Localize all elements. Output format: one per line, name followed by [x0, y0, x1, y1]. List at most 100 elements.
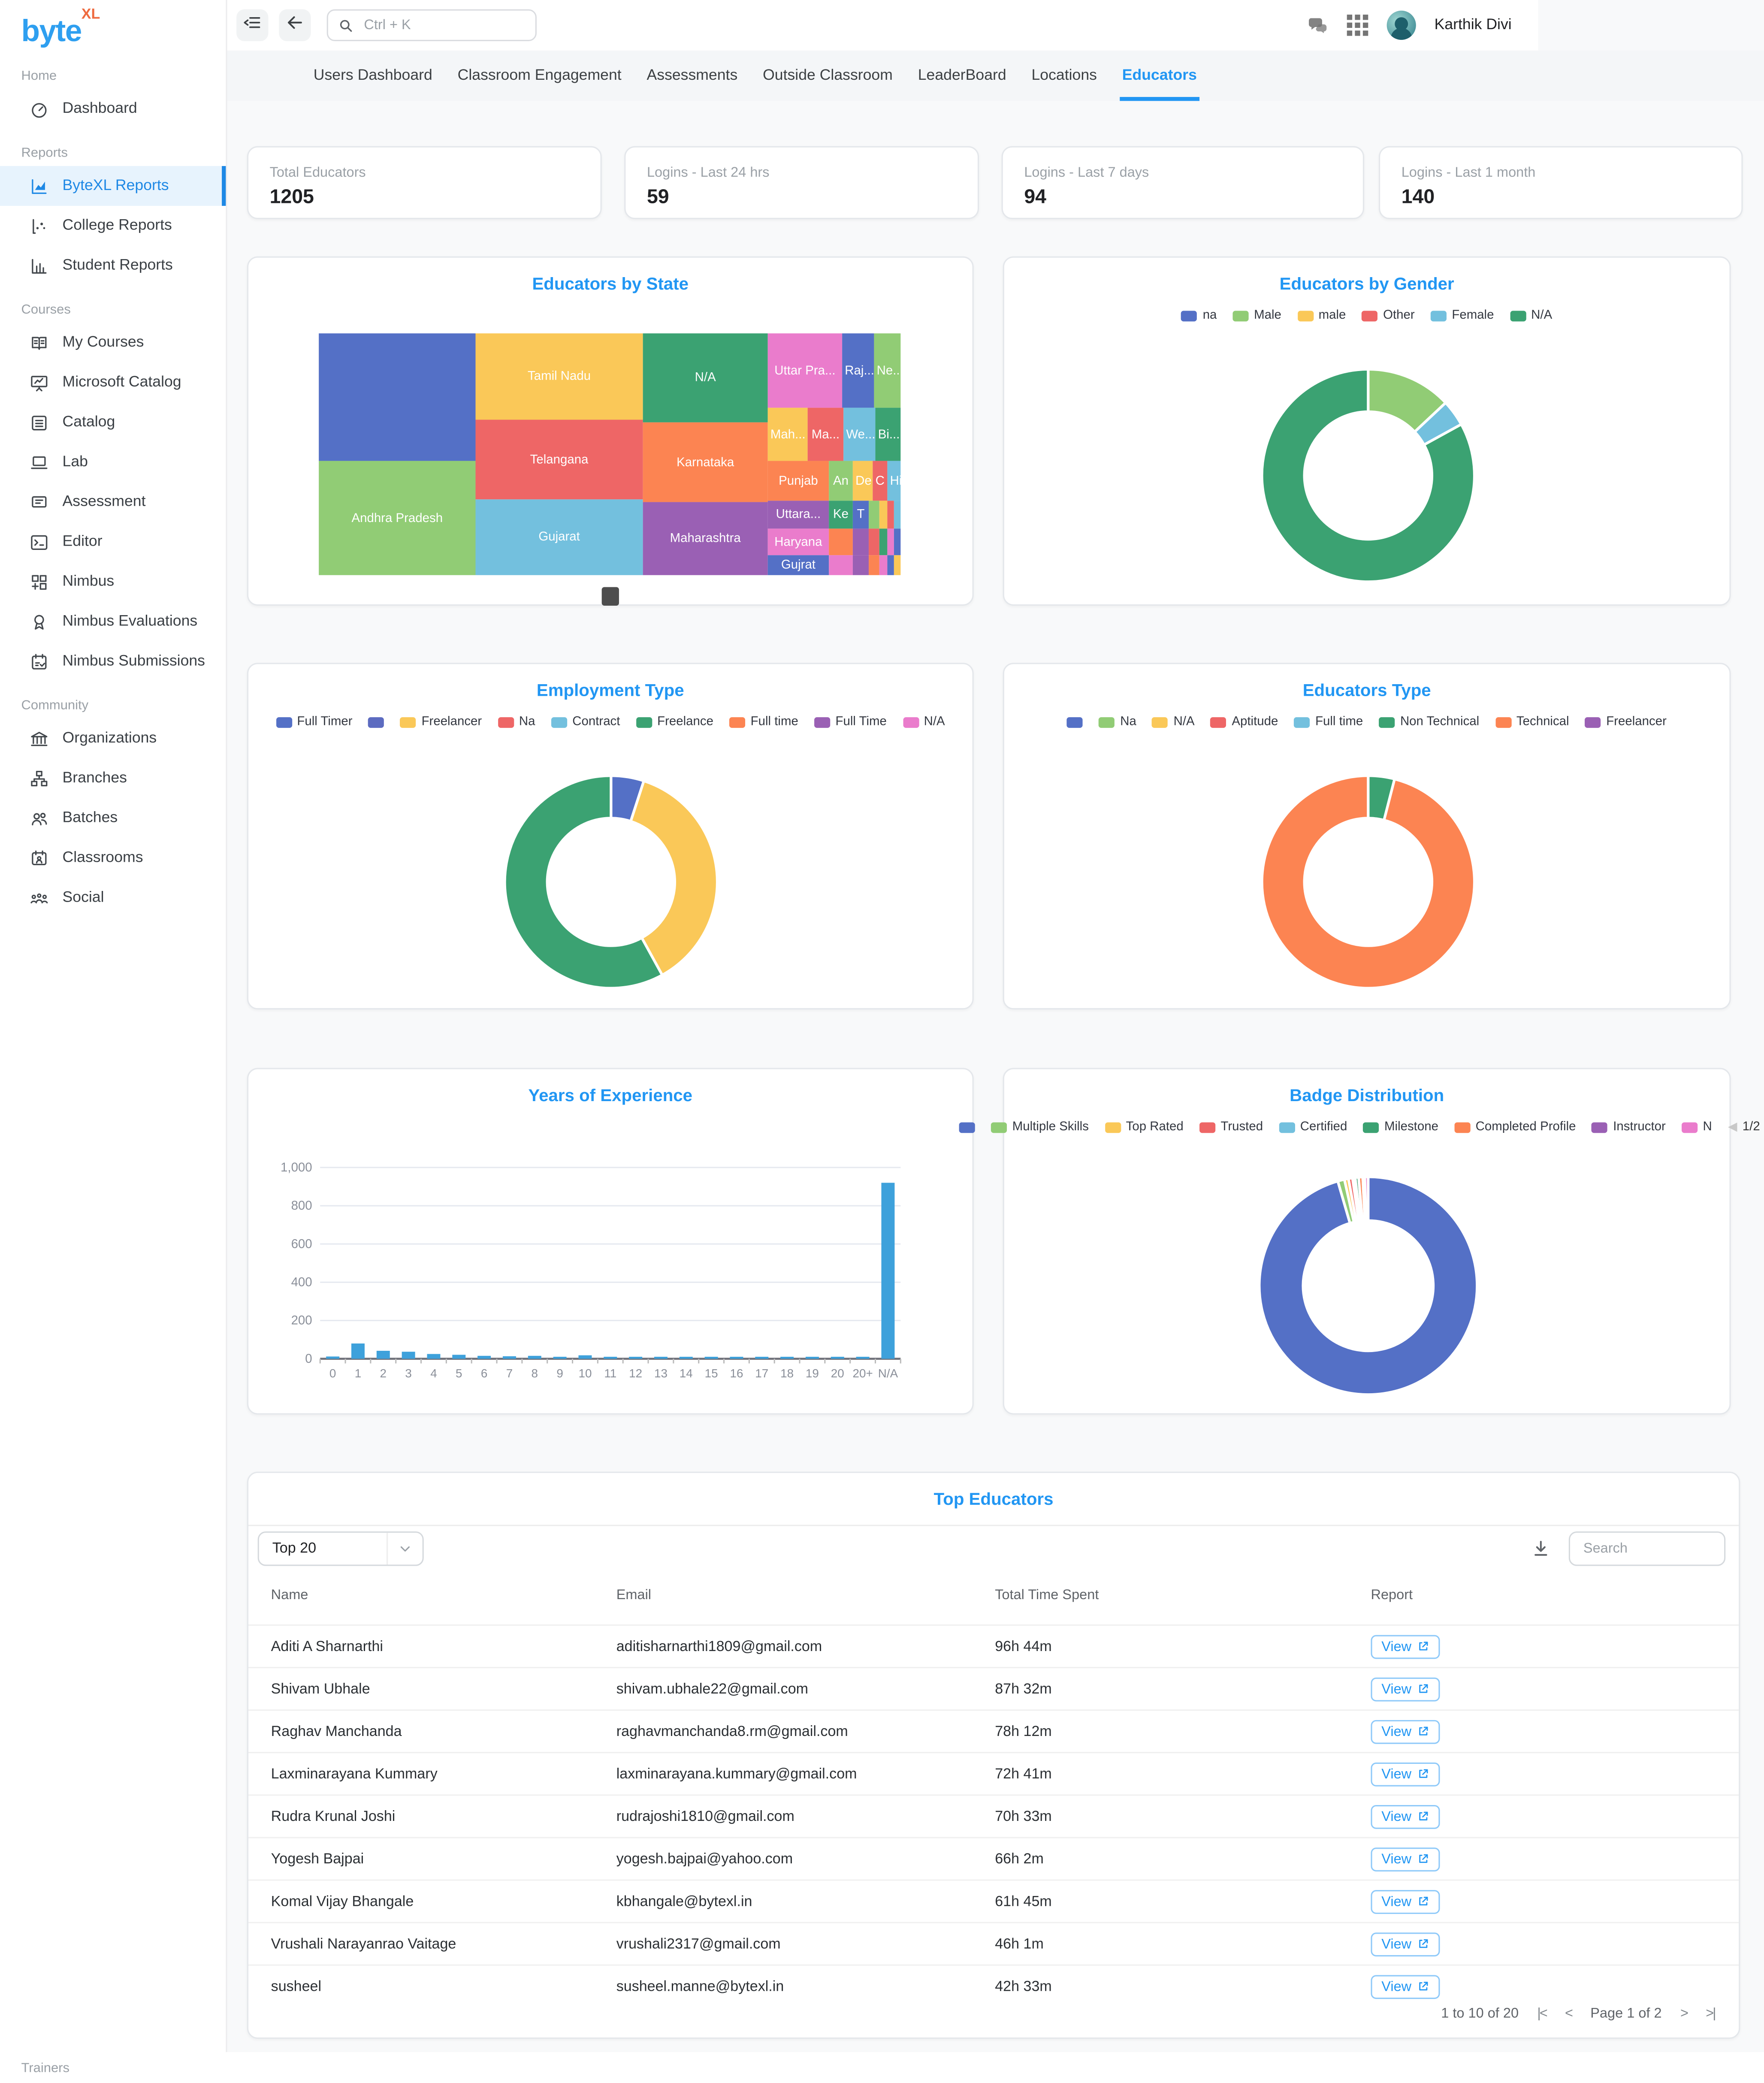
legend-item[interactable]: Technical	[1495, 715, 1569, 729]
sidebar-item-editor[interactable]: Editor	[0, 522, 226, 562]
tab-classroom-engagement[interactable]: Classroom Engagement	[457, 67, 622, 84]
legend-item[interactable]: Full time	[1294, 715, 1363, 729]
treemap-tile-an[interactable]: An	[829, 461, 853, 501]
donut-badge-distribution[interactable]	[1235, 1153, 1501, 1419]
treemap-tile-mah-[interactable]: Mah...	[767, 408, 808, 461]
legend-item[interactable]: Contract	[551, 715, 620, 729]
legend-item[interactable]: Full Timer	[275, 715, 353, 729]
legend-item[interactable]: N/A	[1152, 715, 1195, 729]
legend-item[interactable]: Top Rated	[1105, 1120, 1184, 1134]
treemap-tile-bi-[interactable]: Bi...	[875, 408, 901, 461]
view-report-button[interactable]: View	[1371, 1677, 1440, 1701]
legend-item[interactable]: Female	[1430, 308, 1494, 323]
treemap-tile-andhra-pradesh[interactable]: Andhra Pradesh	[319, 461, 476, 575]
treemap-tile[interactable]	[879, 528, 888, 555]
sidebar-item-nimbus-submissions[interactable]: Nimbus Submissions	[0, 642, 226, 682]
treemap-tile-hi[interactable]: Hi	[887, 461, 901, 501]
next-page-button[interactable]: >	[1680, 2005, 1688, 2022]
global-search-input[interactable]	[361, 16, 525, 35]
treemap-scroll-handle[interactable]	[601, 587, 619, 606]
treemap-tile-t[interactable]: T	[852, 501, 869, 529]
view-report-button[interactable]: View	[1371, 1847, 1440, 1871]
treemap-tile[interactable]	[887, 501, 894, 529]
treemap-tile-gujarat[interactable]: Gujarat	[475, 499, 643, 575]
treemap-tile[interactable]	[869, 501, 879, 529]
global-search[interactable]	[326, 9, 537, 41]
legend-item[interactable]: male	[1297, 308, 1346, 323]
legend-item[interactable]: N/A	[1510, 308, 1552, 323]
sidebar-item-college-reports[interactable]: College Reports	[0, 206, 226, 246]
legend-item[interactable]: Na	[498, 715, 535, 729]
legend-item[interactable]: Male	[1232, 308, 1281, 323]
collapse-sidebar-button[interactable]	[236, 9, 269, 41]
sidebar-item-catalog[interactable]: Catalog	[0, 402, 226, 442]
legend-item[interactable]	[959, 1121, 976, 1132]
treemap-tile[interactable]	[829, 528, 853, 555]
sidebar-item-microsoft-catalog[interactable]: Microsoft Catalog	[0, 362, 226, 402]
treemap-tile-gujrat[interactable]: Gujrat	[767, 555, 829, 575]
sidebar-item-bytexl-reports[interactable]: ByteXL Reports	[0, 166, 226, 206]
treemap-educators-by-state[interactable]: Andhra Pradesh Tamil Nadu Telangana Gujarat…	[319, 333, 901, 575]
legend-item[interactable]: Trusted	[1199, 1120, 1263, 1134]
treemap-tile[interactable]	[852, 555, 869, 575]
legend-item[interactable]	[1067, 716, 1083, 728]
user-avatar[interactable]	[1386, 10, 1416, 40]
legend-item[interactable]: Instructor	[1592, 1120, 1666, 1134]
treemap-tile-raj-[interactable]: Raj...	[842, 333, 874, 408]
treemap-tile-karnataka[interactable]: Karnataka	[643, 422, 768, 502]
treemap-tile-uttar-pra-[interactable]: Uttar Pra...	[767, 333, 843, 408]
view-report-button[interactable]: View	[1371, 1762, 1440, 1786]
legend-item[interactable]: Multiple Skills	[991, 1120, 1089, 1134]
treemap-tile-punjab[interactable]: Punjab	[767, 461, 829, 501]
sidebar-item-lab[interactable]: Lab	[0, 442, 226, 482]
treemap-tile-we-[interactable]: We...	[843, 408, 876, 461]
treemap-tile[interactable]	[894, 555, 901, 575]
legend-item[interactable]: Freelancer	[1585, 715, 1667, 729]
treemap-tile[interactable]	[894, 501, 901, 529]
treemap-tile[interactable]	[852, 528, 869, 555]
sidebar-item-nimbus-evaluations[interactable]: Nimbus Evaluations	[0, 602, 226, 642]
sidebar-item-my-courses[interactable]: My Courses	[0, 323, 226, 362]
sidebar-item-nimbus[interactable]: Nimbus	[0, 562, 226, 602]
sidebar-item-classrooms[interactable]: Classrooms	[0, 838, 226, 878]
treemap-tile[interactable]	[894, 528, 901, 555]
legend-item[interactable]: Na	[1099, 715, 1136, 729]
legend-item[interactable]: Completed Profile	[1454, 1120, 1576, 1134]
treemap-tile[interactable]	[879, 501, 888, 529]
tab-assessments[interactable]: Assessments	[646, 67, 738, 84]
sidebar-item-social[interactable]: Social	[0, 878, 226, 918]
back-button[interactable]	[279, 9, 311, 41]
legend-item[interactable]: Full time	[729, 715, 798, 729]
treemap-tile[interactable]	[879, 555, 888, 575]
legend-item[interactable]	[368, 716, 384, 728]
first-page-button[interactable]: |<	[1537, 2005, 1547, 2022]
apps-grid-icon[interactable]	[1347, 15, 1368, 36]
treemap-tile-c[interactable]: C	[873, 461, 888, 501]
treemap-tile-ke[interactable]: Ke	[829, 501, 853, 529]
view-report-button[interactable]: View	[1371, 1804, 1440, 1829]
legend-item[interactable]: Full Time	[814, 715, 887, 729]
treemap-tile-de[interactable]: De	[852, 461, 873, 501]
donut-educators-by-gender[interactable]	[1235, 343, 1501, 608]
treemap-tile[interactable]	[869, 555, 879, 575]
donut-employment-type[interactable]	[478, 749, 744, 1014]
sidebar-item-assessment[interactable]: Assessment	[0, 482, 226, 522]
sidebar-item-batches[interactable]: Batches	[0, 798, 226, 838]
treemap-tile-haryana[interactable]: Haryana	[767, 528, 829, 555]
legend-item[interactable]: Freelance	[636, 715, 713, 729]
treemap-tile-tamil-nadu[interactable]: Tamil Nadu	[475, 333, 643, 420]
view-report-button[interactable]: View	[1371, 1974, 1440, 1998]
tab-educators[interactable]: Educators	[1119, 51, 1200, 101]
legend-item[interactable]: N	[1681, 1120, 1712, 1134]
view-report-button[interactable]: View	[1371, 1889, 1440, 1914]
treemap-tile-n-a[interactable]: N/A	[643, 333, 768, 423]
sidebar-item-organizations[interactable]: Organizations	[0, 718, 226, 758]
legend-item[interactable]: Milestone	[1363, 1120, 1438, 1134]
prev-page-button[interactable]: <	[1565, 2005, 1573, 2022]
tab-leaderboard[interactable]: LeaderBoard	[918, 67, 1006, 84]
legend-item[interactable]: Other	[1362, 308, 1415, 323]
treemap-tile-telangana[interactable]: Telangana	[475, 420, 643, 500]
treemap-tile[interactable]	[887, 555, 894, 575]
treemap-tile[interactable]	[887, 528, 894, 555]
legend-item[interactable]: Certified	[1279, 1120, 1347, 1134]
